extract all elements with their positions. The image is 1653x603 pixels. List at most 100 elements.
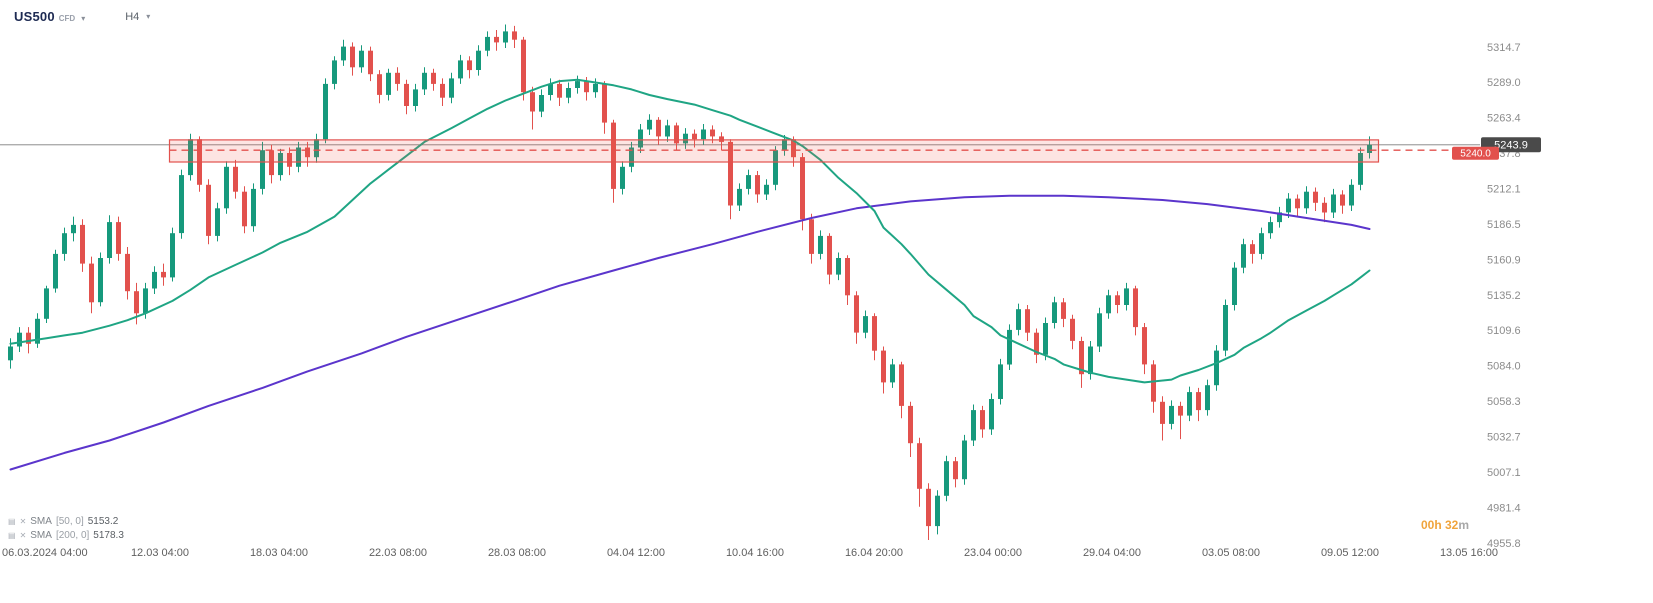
candle-body (404, 83, 409, 106)
candle-body (953, 461, 958, 480)
indicator-name: SMA (30, 530, 52, 541)
candle-body (638, 129, 643, 148)
price-axis-label: 5007.1 (1487, 467, 1521, 479)
candle-body (278, 153, 283, 176)
candle-body (206, 184, 211, 236)
candle-body (935, 495, 940, 527)
candle-body (818, 235, 823, 254)
chart-header: US500 CFD ▾ H4 ▾ (14, 9, 150, 24)
candle-body (53, 253, 58, 289)
candle-body (71, 224, 76, 234)
candle-body (26, 332, 31, 344)
indicator-settings-icon[interactable]: ▤ (8, 516, 16, 526)
candle-body (161, 271, 166, 278)
candle-body (1232, 267, 1237, 305)
candle-body (1034, 332, 1039, 355)
candle-body (854, 295, 859, 333)
candle-body (269, 150, 274, 176)
sma200-line[interactable] (9, 194, 1371, 471)
candle-body (773, 150, 778, 185)
candle-body (8, 346, 13, 361)
candle-body (728, 141, 733, 206)
time-axis-label: 29.04 04:00 (1083, 547, 1141, 559)
candle-body (251, 188, 256, 227)
time-axis-label: 06.03.2024 04:00 (2, 547, 88, 559)
sma50-line[interactable] (9, 78, 1371, 384)
candle-body (926, 488, 931, 527)
time-axis-label: 13.05 16:00 (1440, 547, 1498, 559)
candle-body (521, 39, 526, 93)
candle-body (116, 222, 121, 254)
candle-body (782, 139, 787, 151)
candle-body (1025, 309, 1030, 333)
candle-body (1061, 302, 1066, 319)
candle-body (899, 364, 904, 406)
candle-body (449, 78, 454, 98)
candle-body (395, 72, 400, 84)
candle-body (665, 125, 670, 137)
candle-body (1106, 295, 1111, 314)
candle-body (1367, 144, 1372, 153)
timeframe-label: H4 (125, 10, 140, 23)
candle-body (620, 166, 625, 189)
countdown-unit: m (1458, 518, 1470, 532)
countdown-value: 00h 32 (1421, 518, 1459, 532)
candle-body (512, 31, 517, 40)
candle-body (188, 139, 193, 176)
candle-body (881, 350, 886, 383)
candle-body (998, 364, 1003, 399)
candle-body (224, 166, 229, 209)
time-axis-label: 16.04 20:00 (845, 547, 903, 559)
resistance-zone[interactable] (168, 139, 1380, 163)
indicator-remove-icon[interactable]: ✕ (19, 516, 27, 526)
candle-body (701, 129, 706, 140)
candle-body (971, 410, 976, 441)
candle-body (1115, 295, 1120, 305)
time-axis-label: 18.03 04:00 (250, 547, 308, 559)
current-price-badge-label: 5243.9 (1494, 140, 1528, 152)
zone-price-badge[interactable] (1452, 146, 1499, 160)
timeframe-selector[interactable]: H4 ▾ (125, 11, 150, 23)
candle-body (539, 95, 544, 112)
candle-body (827, 235, 832, 275)
candle-body (233, 166, 238, 192)
candle-body (242, 191, 247, 227)
candle-body (503, 31, 508, 43)
time-axis-label: 09.05 12:00 (1321, 547, 1379, 559)
zone-price-badge-label: 5240.0 (1460, 149, 1491, 160)
candle-body (989, 399, 994, 430)
candle-body (566, 88, 571, 98)
candle-body (710, 129, 715, 137)
indicator-value: 5153.2 (87, 516, 119, 527)
candle-body (1349, 184, 1354, 206)
candle-body (296, 147, 301, 167)
candle-body (1178, 405, 1183, 416)
candle-body (179, 175, 184, 234)
price-axis-label: 4955.8 (1487, 538, 1521, 550)
candle-body (134, 291, 139, 314)
candle-body (917, 443, 922, 489)
symbol-selector[interactable]: US500 CFD ▾ (14, 9, 85, 24)
time-axis[interactable]: 06.03.2024 04:00 12.03 04:00 18.03 04:00 22… (2, 547, 1498, 559)
symbol-name: US500 (14, 9, 55, 24)
chevron-down-icon: ▾ (81, 14, 86, 23)
candle-body (530, 92, 535, 112)
indicator-remove-icon[interactable]: ✕ (19, 530, 27, 540)
candle-body (1322, 202, 1327, 213)
candle-body (332, 60, 337, 84)
indicator-settings-icon[interactable]: ▤ (8, 530, 16, 540)
candle-body (458, 60, 463, 79)
candle-body (1241, 244, 1246, 268)
candle-body (746, 175, 751, 189)
candle-body (836, 258, 841, 275)
candle-body (593, 83, 598, 93)
candle-body (962, 440, 967, 480)
price-axis[interactable]: 5314.75289.05263.45237.85212.15186.55160… (1487, 42, 1521, 550)
candle-body (440, 83, 445, 98)
candle-body (890, 364, 895, 383)
instrument-type-label: CFD (58, 14, 76, 23)
candle-body (350, 46, 355, 68)
candle-body (1016, 309, 1021, 330)
